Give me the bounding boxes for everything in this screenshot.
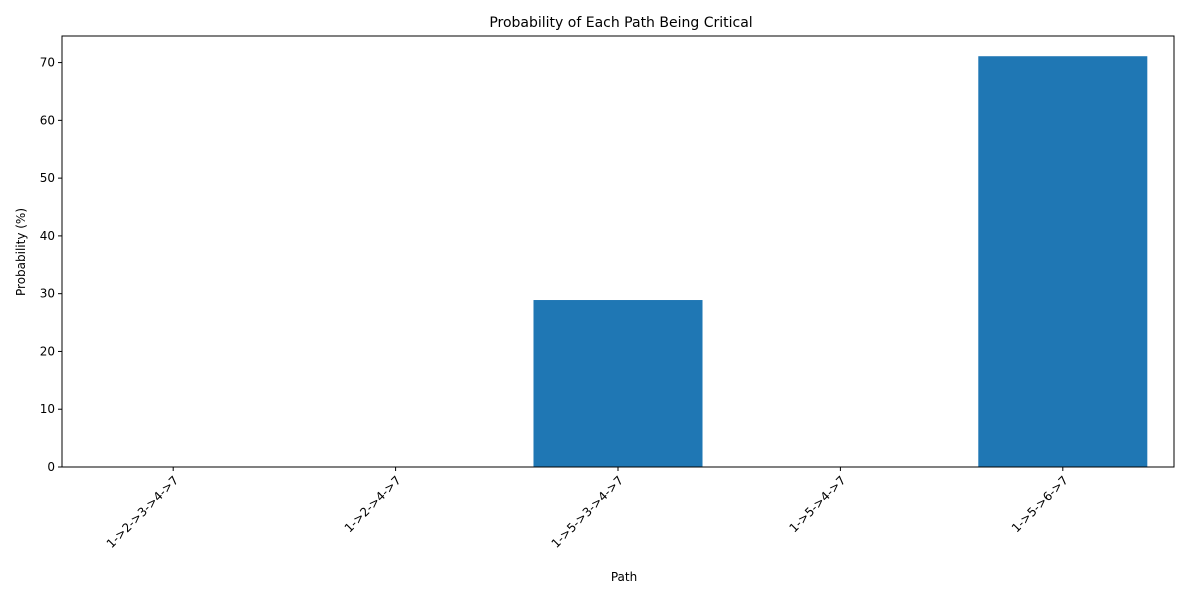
y-tick-label-6: 60 [40, 113, 55, 127]
x-tick-label-2: 1->5->3->4->7 [549, 473, 627, 551]
x-tick-label-1: 1->2->4->7 [342, 473, 404, 535]
y-axis-label: Probability (%) [14, 208, 28, 296]
y-tick-label-2: 20 [40, 344, 55, 358]
bar-4 [978, 56, 1148, 467]
chart-title: Probability of Each Path Being Critical [489, 15, 752, 31]
y-tick-label-0: 0 [47, 460, 55, 474]
bars-group [533, 56, 1148, 467]
x-axis: 1->2->3->4->7 1->2->4->7 1->5->3->4->7 1->5… [104, 467, 1071, 551]
bar-2 [533, 300, 703, 467]
x-tick-label-4: 1->5->6->7 [1009, 473, 1071, 535]
x-tick-label-3: 1->5->4->7 [787, 473, 849, 535]
y-tick-label-3: 30 [40, 287, 55, 301]
x-axis-label: Path [611, 570, 637, 584]
y-tick-label-7: 70 [40, 56, 55, 70]
y-axis: 0 10 20 30 40 50 60 70 [40, 56, 62, 474]
x-tick-label-0: 1->2->3->4->7 [104, 473, 182, 551]
y-tick-label-5: 50 [40, 171, 55, 185]
y-tick-label-1: 10 [40, 402, 55, 416]
y-tick-label-4: 40 [40, 229, 55, 243]
